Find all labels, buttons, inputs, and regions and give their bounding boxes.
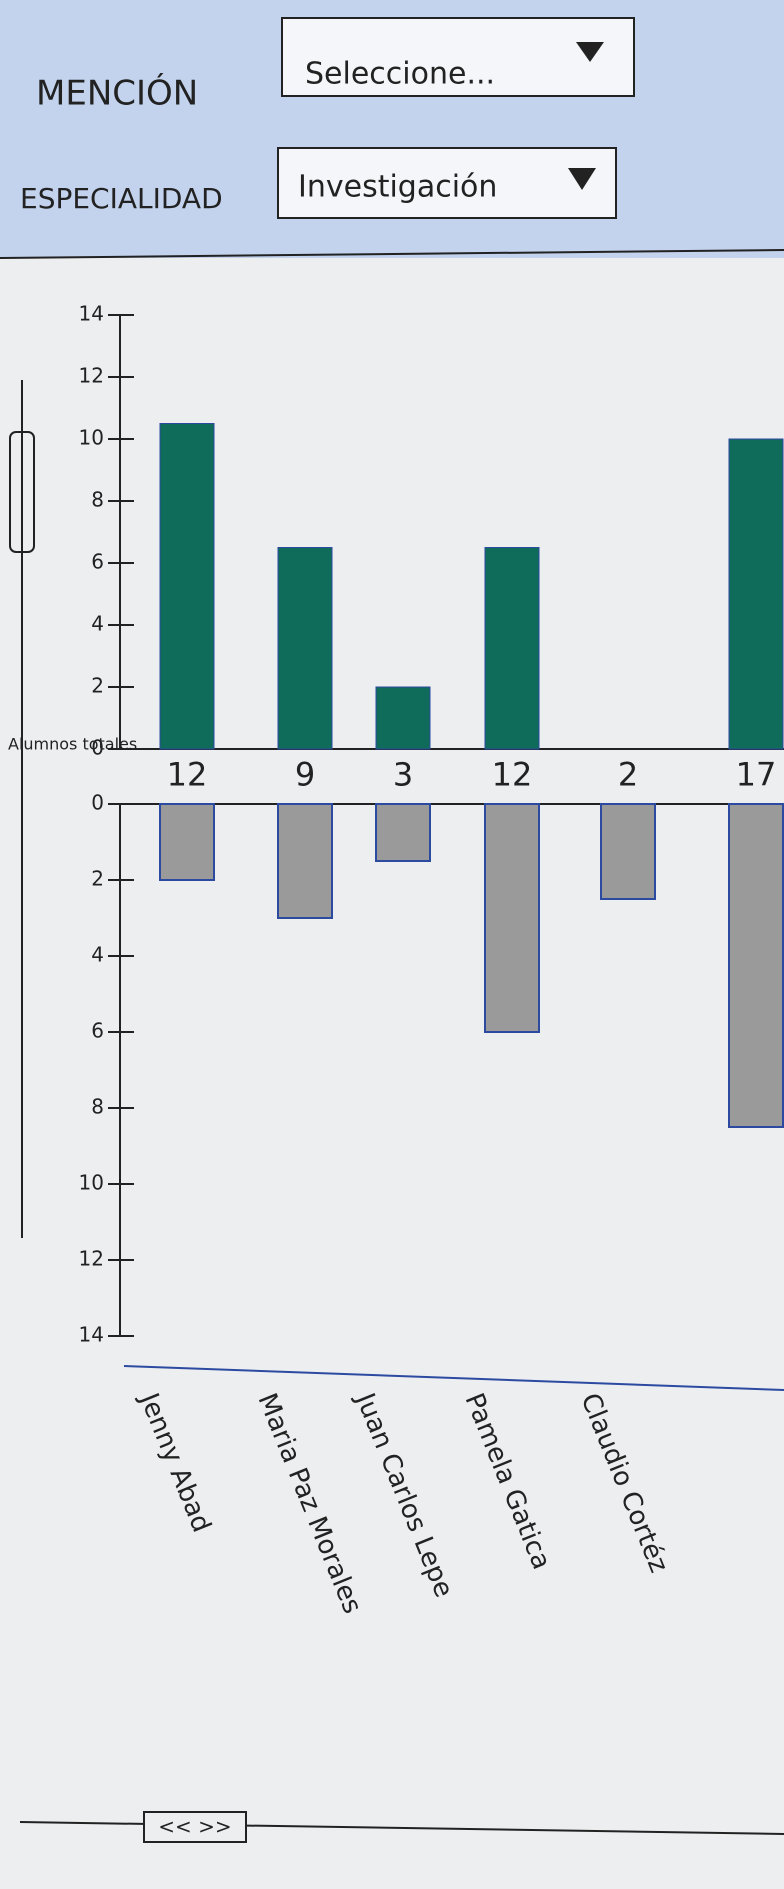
y-tick-label: 6	[91, 550, 104, 574]
filter-label: MENCIÓN	[36, 73, 198, 114]
bar-below	[159, 803, 215, 881]
horizontal-scroll-track	[19, 1821, 784, 1835]
bar-below	[484, 803, 540, 1033]
bar	[728, 438, 784, 750]
total-label: 12	[167, 756, 208, 794]
horizontal-scroll-thumb[interactable]	[143, 1811, 247, 1843]
dropdown-value[interactable]: Investigación	[298, 170, 497, 205]
y-tick-label: 8	[91, 488, 104, 512]
x-tick-label: Claudio Cortéz	[575, 1389, 674, 1577]
baseline	[123, 1365, 784, 1391]
bar-below	[277, 803, 333, 919]
y-tick-label: 12	[79, 364, 104, 388]
y-tick-label: 0	[91, 736, 104, 760]
y2-tick-label: 14	[79, 1323, 104, 1347]
y2-tick-label: 10	[79, 1171, 104, 1195]
bar-below	[728, 803, 784, 1128]
y2-tick-label: 2	[91, 867, 104, 891]
y-tick-label: 4	[91, 612, 104, 636]
total-label: 17	[736, 756, 777, 794]
x-tick-label: Juan Carlos Lepe	[349, 1387, 459, 1601]
dropdown-arrow[interactable]	[576, 42, 604, 62]
x-tick-label: Maria Paz Morales	[252, 1389, 368, 1618]
total-label: 2	[618, 756, 638, 794]
bar	[375, 686, 431, 750]
y2-tick-label: 12	[79, 1247, 104, 1271]
y-tick-label: 2	[91, 674, 104, 698]
bar-below	[600, 803, 656, 900]
dropdown[interactable]	[277, 147, 617, 219]
panel-divider	[0, 249, 784, 259]
total-label: 12	[492, 756, 533, 794]
dropdown-value[interactable]: Seleccione...	[305, 57, 495, 92]
filter-label: ESPECIALIDAD	[20, 182, 223, 215]
x-tick-label: Jenny Abad	[133, 1387, 217, 1536]
dropdown[interactable]	[281, 17, 635, 97]
total-label: 3	[393, 756, 413, 794]
y2-tick-label: 4	[91, 943, 104, 967]
y-tick-label: 10	[79, 426, 104, 450]
y2-tick-label: 6	[91, 1019, 104, 1043]
bar-below	[375, 803, 431, 862]
scroll-label[interactable]: << >>	[158, 1815, 231, 1839]
y-axis-label: Alumnos totales	[8, 735, 137, 754]
vertical-scroll-thumb[interactable]	[9, 431, 35, 553]
x-tick-label: Pamela Gatica	[459, 1389, 557, 1574]
y2-tick-label: 0	[91, 791, 104, 815]
total-label: 9	[295, 756, 315, 794]
bar	[277, 547, 333, 750]
dropdown-arrow[interactable]	[568, 168, 596, 190]
y2-tick-label: 8	[91, 1095, 104, 1119]
y-tick-label: 14	[79, 302, 104, 326]
bar	[159, 423, 215, 750]
bar	[484, 547, 540, 750]
